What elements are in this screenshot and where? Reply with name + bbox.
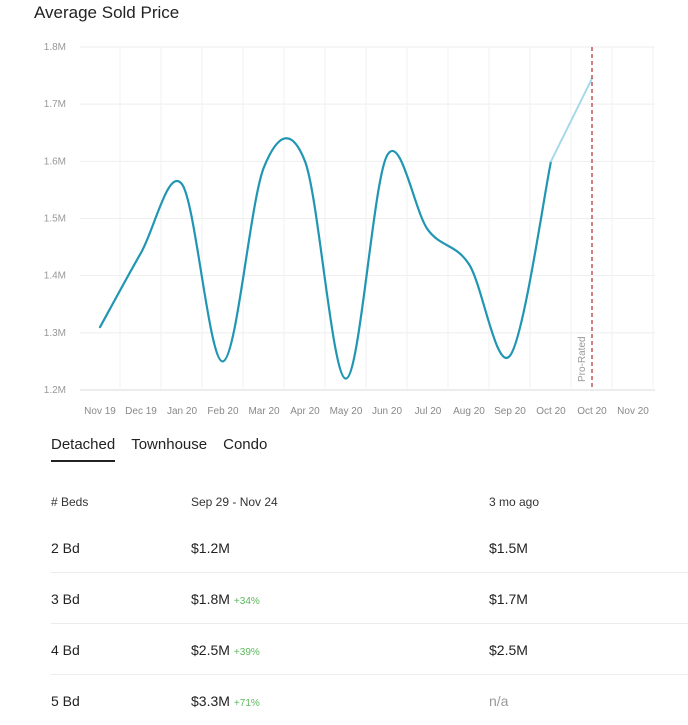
tab-townhouse[interactable]: Townhouse: [131, 436, 208, 453]
table-row: 3 Bd $1.8M +34% $1.7M: [51, 572, 688, 623]
x-tick-label: Jul 20: [415, 406, 442, 417]
y-tick-label: 1.3M: [44, 328, 66, 339]
price-chart: 1.2M 1.3M 1.4M 1.5M 1.6M 1.7M 1.8M Nov 19 Dec 1…: [44, 42, 655, 417]
prorated-marker: Pro-Rated: [577, 47, 593, 390]
tab-detached[interactable]: Detached: [51, 436, 116, 462]
tab-condo[interactable]: Condo: [223, 436, 268, 453]
chart-grid: [80, 46, 655, 391]
table-row: 2 Bd $1.2M $1.5M: [0, 522, 688, 572]
y-tick-label: 1.4M: [44, 271, 66, 282]
beds-cell: 4 Bd: [51, 642, 80, 658]
header-beds: # Beds: [51, 495, 89, 509]
prior-price-cell: $1.7M: [489, 591, 528, 607]
prorated-label: Pro-Rated: [577, 336, 588, 382]
x-tick-label: Oct 20: [536, 406, 566, 417]
current-price-cell: $2.5M +39%: [191, 642, 260, 658]
x-tick-label: Jan 20: [167, 406, 197, 417]
y-tick-label: 1.5M: [44, 214, 66, 225]
price-by-beds-table: # Beds Sep 29 - Nov 24 3 mo ago 2 Bd $1.…: [0, 480, 688, 725]
prior-price-cell: n/a: [489, 693, 509, 709]
x-tick-label: Dec 19: [125, 406, 157, 417]
x-tick-label: Oct 20: [577, 406, 607, 417]
beds-cell: 5 Bd: [51, 693, 80, 709]
x-axis-ticks: Nov 19 Dec 19 Jan 20 Feb 20 Mar 20 Apr 20 May …: [84, 406, 649, 417]
header-prior-period: 3 mo ago: [489, 495, 540, 509]
x-tick-label: Sep 20: [494, 406, 526, 417]
x-tick-label: May 20: [330, 406, 363, 417]
change-badge: +39%: [233, 647, 260, 658]
chart-series: [98, 77, 593, 380]
x-tick-label: Nov 20: [617, 406, 649, 417]
x-tick-label: Feb 20: [207, 406, 239, 417]
x-tick-label: Nov 19: [84, 406, 116, 417]
chart-title: Average Sold Price: [34, 3, 180, 22]
table-row: 4 Bd $2.5M +39% $2.5M: [51, 623, 688, 674]
current-price-cell: $1.2M: [191, 540, 230, 556]
prior-price-cell: $2.5M: [489, 642, 528, 658]
x-tick-label: Jun 20: [372, 406, 402, 417]
beds-cell: 2 Bd: [51, 540, 80, 556]
beds-cell: 3 Bd: [51, 591, 80, 607]
header-current-period: Sep 29 - Nov 24: [191, 495, 278, 509]
property-type-tabs: Detached Townhouse Condo: [51, 436, 283, 462]
x-tick-label: Apr 20: [290, 406, 320, 417]
y-axis-ticks: 1.2M 1.3M 1.4M 1.5M 1.6M 1.7M 1.8M: [44, 42, 66, 396]
x-tick-label: Aug 20: [453, 406, 485, 417]
prior-price-cell: $1.5M: [489, 540, 528, 556]
series-line-actual: [98, 137, 553, 380]
table-row: 5 Bd $3.3M +71% n/a: [51, 674, 688, 725]
y-tick-label: 1.2M: [44, 385, 66, 396]
current-price-cell: $1.8M +34%: [191, 591, 260, 607]
y-tick-label: 1.7M: [44, 99, 66, 110]
y-tick-label: 1.6M: [44, 156, 66, 167]
table-header-row: # Beds Sep 29 - Nov 24 3 mo ago: [0, 480, 688, 522]
change-badge: +34%: [233, 596, 260, 607]
series-line-projected: [550, 77, 593, 163]
change-badge: +71%: [233, 698, 260, 709]
x-tick-label: Mar 20: [248, 406, 280, 417]
y-tick-label: 1.8M: [44, 42, 66, 53]
current-price-cell: $3.3M +71%: [191, 693, 260, 709]
